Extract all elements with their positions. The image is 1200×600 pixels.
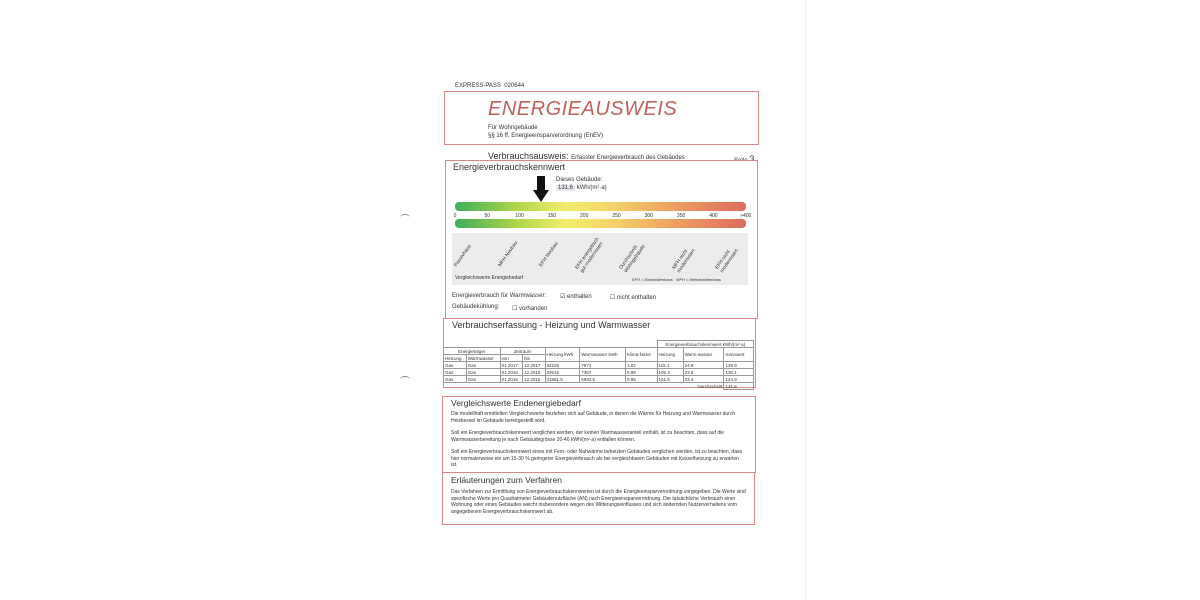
avg-value: 131.6	[723, 382, 754, 390]
table-row: Gas Gas 01.2015 12.2015 31581.5 6932.5 0.95 101…	[443, 375, 754, 383]
kuehlung-label: Gebäudekühlung:	[452, 304, 500, 310]
paragraph: Soll ein Energieverbrauchskennwert vergl…	[451, 430, 725, 443]
checkbox-enthalten[interactable]: ☑ enthalten	[560, 294, 592, 300]
scale-tick: 0	[453, 213, 457, 219]
table-cell: 124.9	[723, 375, 754, 383]
punch-hole	[400, 376, 410, 383]
avg-label: Durchschnitt	[697, 383, 723, 389]
group-traeger: Energieträger	[443, 347, 501, 355]
compare-label: Vergleichswerte Energiebedarf	[455, 275, 524, 281]
table-cell: 01.2016	[499, 368, 524, 376]
paragraph: Das Verfahren zur Ermittlung von Energie…	[451, 489, 746, 515]
vergleich-title: Vergleichswerte Endenergiebedarf	[451, 398, 581, 408]
legend: EFH = Einfamilienhaus MFH = Mehrfamilien…	[632, 277, 721, 282]
table-cell: 101.5	[656, 375, 684, 383]
consumption-table: Energieverbrauchskennwert kWh/(m²·a) Ene…	[443, 340, 754, 390]
table-cell: 0.98	[625, 368, 658, 376]
scale-tick: 50	[484, 213, 491, 219]
checkbox-nicht-enthalten[interactable]: ☐ nicht enthalten	[610, 295, 657, 301]
punch-hole	[400, 214, 410, 221]
table-cell: 7674	[579, 361, 627, 369]
table-cell: 01.2015	[499, 375, 524, 383]
scale-tick: 100	[515, 213, 524, 219]
group-kennwert: Energieverbrauchskennwert kWh/(m²·a)	[656, 340, 754, 348]
table-cell: 12.2016	[522, 368, 546, 376]
vergleich-box	[442, 396, 756, 473]
table-cell: 0.95	[625, 375, 658, 383]
table-cell: 32226	[544, 361, 581, 369]
scale-bar-bottom	[455, 219, 746, 228]
section-title: Verbrauchsausweis: Erfasster Energieverb…	[488, 151, 685, 161]
warmwasser-label: Energieverbrauch für Warmwasser:	[452, 293, 547, 299]
table-cell: 139.9	[723, 361, 754, 369]
scale-tick: 400	[709, 213, 718, 219]
table-cell: 12.2015	[522, 375, 546, 383]
this-building-label: Dieses Gebäude:	[556, 177, 603, 183]
scale-bar-top	[455, 202, 746, 211]
verfahren-box	[442, 472, 755, 525]
table-cell: 23.4	[682, 375, 725, 383]
subtitle-law: §§ 16 ff. Energieeinsparverordnung (EnEV…	[488, 133, 603, 139]
table-cell: Gas	[443, 375, 467, 383]
table-cell: Gas	[443, 361, 467, 369]
table-cell: 1.02	[625, 361, 658, 369]
group-zeitraum: Zeitraum	[499, 347, 546, 355]
table-cell: 31581.5	[544, 375, 581, 383]
table-row: Gas Gas 01.2017 12.2017 32226 7674 1.02 115.1 24…	[443, 361, 754, 369]
page-edge	[805, 0, 806, 600]
scale-tick: 300	[644, 213, 653, 219]
title-box: ENERGIEAUSWEIS Für Wohngebäude §§ 16 ff.…	[444, 91, 759, 145]
pass-label: EXPRESS-PASS 020644	[455, 83, 525, 89]
scale-tick: 200	[580, 213, 589, 219]
table-row: Gas Gas 01.2016 12.2016 33615 7357 0.98 106.3 23…	[443, 368, 754, 376]
table-cell: 115.1	[656, 361, 684, 369]
table-cell: 01.2017	[499, 361, 524, 369]
table-cell: Gas	[465, 361, 501, 369]
table-cell: Gas	[443, 368, 467, 376]
checkbox-vorhanden[interactable]: ☐ vorhanden	[512, 306, 548, 312]
verfahren-title: Erläuterungen zum Verfahren	[451, 475, 563, 485]
table-cell: 33615	[544, 368, 581, 376]
comparison-area	[452, 233, 748, 285]
table-cell: Gas	[465, 368, 501, 376]
arrow-down-icon	[533, 176, 549, 202]
document-title: ENERGIEAUSWEIS	[488, 98, 678, 120]
scale-tick: 150	[547, 213, 557, 219]
kennwert-title: Energieverbrauchskennwert	[453, 162, 566, 172]
table-title: Verbrauchserfassung - Heizung und Warmwa…	[452, 320, 651, 330]
scale-tick: >400	[740, 213, 752, 219]
table-cell: Gas	[465, 375, 501, 383]
paragraph: Soll ein Energieverbrauchskennwert eines…	[451, 449, 742, 468]
table-cell: 130.1	[723, 368, 754, 376]
scale-tick: 350	[676, 213, 686, 219]
this-building-value: 131.6 kWh/(m²·a)	[556, 185, 607, 191]
scale-tick: 250	[612, 213, 621, 219]
paragraph: Die modellhaft ermittelten Vergleichswer…	[451, 411, 736, 424]
table-cell: 6932.5	[579, 375, 627, 383]
subtitle: Für Wohngebäude	[488, 125, 538, 131]
table-cell: 23.8	[682, 368, 725, 376]
table-cell: 24.8	[682, 361, 725, 369]
table-cell: 12.2017	[522, 361, 546, 369]
table-cell: 106.3	[656, 368, 684, 376]
table-cell: 7357	[579, 368, 627, 376]
